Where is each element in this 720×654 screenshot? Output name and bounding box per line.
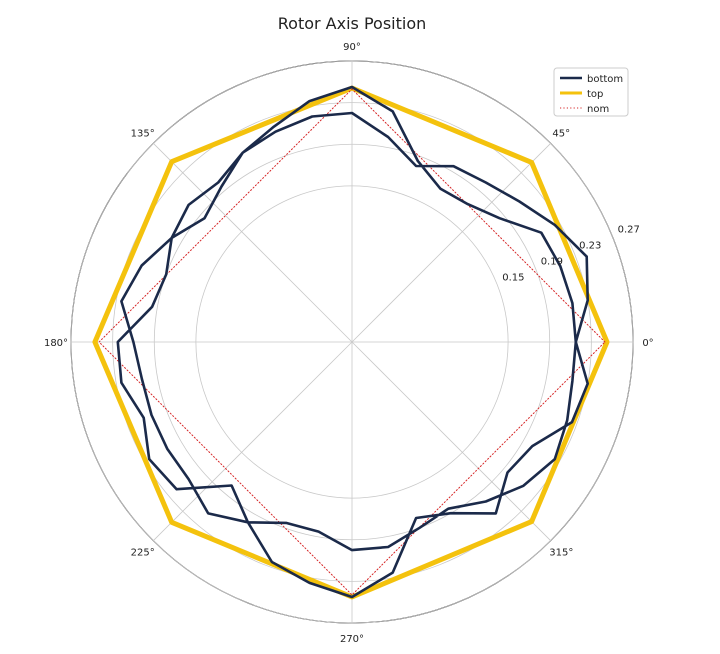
angle-tick-label: 270° [340,634,364,645]
angle-tick-labels: 0° 45° 90° 135° 180° 225° 270° 315° [44,42,654,645]
angle-tick-label: 225° [131,547,155,558]
angle-tick-label: 90° [343,42,361,53]
radial-tick-label: 0.23 [579,240,601,251]
series-line-top [92,85,610,600]
polar-grid [70,60,634,624]
angle-tick-label: 315° [549,547,573,558]
legend-label-bottom: bottom [587,74,623,85]
angle-tick-label: 180° [44,338,68,349]
radial-tick-labels: 0.15 0.19 0.23 0.27 [502,224,640,283]
angular-gridline-7 [351,341,551,541]
angle-tick-label: 0° [642,338,653,349]
legend-label-nom: nom [587,104,609,115]
angle-tick-label: 135° [131,129,155,140]
legend-label-top: top [587,89,603,100]
angular-gridline-5 [153,341,353,541]
series-line-nom [98,88,606,596]
series-line-bottom [116,85,589,599]
series-layer [92,85,610,600]
chart-title: Rotor Axis Position [278,14,427,33]
angular-gridline-3 [153,143,353,343]
angle-tick-label: 45° [552,129,570,140]
angular-gridline-1 [351,143,551,343]
radial-tick-label: 0.19 [541,256,563,267]
radial-tick-label: 0.15 [502,272,524,283]
legend: bottom top nom [553,67,629,117]
radial-tick-label: 0.27 [618,224,640,235]
legend-box [553,67,629,117]
